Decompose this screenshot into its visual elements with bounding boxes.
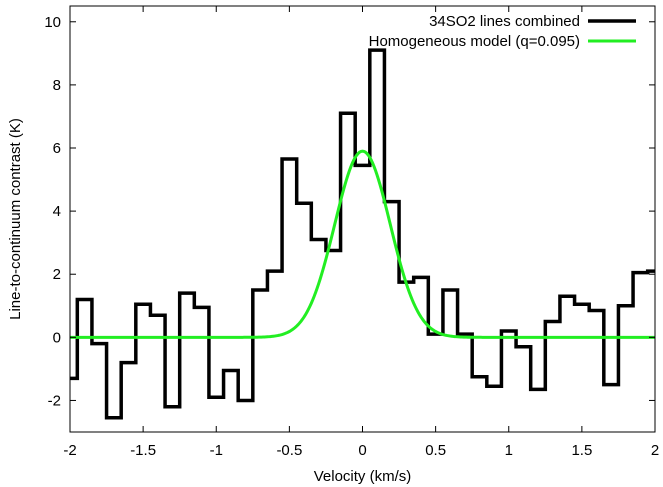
y-tick-label: 0	[53, 329, 61, 346]
series-layer	[70, 48, 655, 420]
legend-label-observed: 34SO2 lines combined	[429, 13, 580, 30]
x-tick-label: -1.5	[130, 442, 156, 459]
series-observed-line	[70, 48, 655, 420]
y-tick-label: 10	[44, 14, 61, 31]
plot-frame	[69, 5, 656, 433]
x-tick-label: -2	[63, 442, 76, 459]
series-model-line	[70, 149, 655, 339]
x-tick-label: 2	[651, 442, 659, 459]
x-tick-label: 0.5	[425, 442, 446, 459]
y-axis-label: Line-to-continuum contrast (K)	[7, 118, 24, 320]
x-tick-label: 1	[505, 442, 513, 459]
y-tick-label: 2	[53, 266, 61, 283]
x-tick-label: -0.5	[276, 442, 302, 459]
x-axis-label: Velocity (km/s)	[314, 468, 412, 485]
legend-label-model: Homogeneous model (q=0.095)	[369, 33, 580, 50]
y-tick-label: -2	[48, 392, 61, 409]
legend: 34SO2 lines combined Homogeneous model (…	[369, 13, 636, 50]
x-tick-label: -1	[210, 442, 223, 459]
ticks-layer	[69, 6, 656, 432]
x-tick-label: 1.5	[571, 442, 592, 459]
x-tick-label: 0	[358, 442, 366, 459]
y-tick-label: 4	[53, 203, 61, 220]
y-tick-label: 8	[53, 77, 61, 94]
tick-labels-layer: -2 -1.5 -1 -0.5 0 0.5 1 1.5 2 -2 0 2 4 6 8 10	[44, 14, 659, 459]
y-tick-label: 6	[53, 140, 61, 157]
